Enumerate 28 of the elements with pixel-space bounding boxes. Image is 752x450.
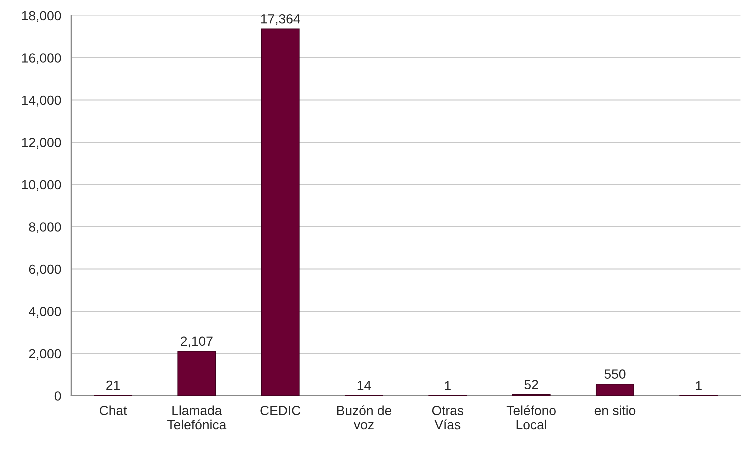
x-tick-label: Buzón de voz [337,406,392,430]
y-tick-label: 18,000 [22,11,62,22]
bar [178,351,216,396]
y-tick-label: 4,000 [29,307,62,318]
x-tick-label: en sitio [594,406,636,416]
x-tick-label: Otras Vías [432,406,464,430]
y-tick-label: 14,000 [22,96,62,107]
data-label: 550 [604,370,626,379]
bar [596,384,634,396]
data-label: 1 [445,381,451,390]
bar [261,28,300,396]
y-tick-label: 16,000 [22,54,62,64]
y-tick-label: 12,000 [22,138,62,149]
y-tick-label: 8,000 [29,222,62,234]
x-tick-label: CEDIC [260,406,301,416]
data-label: 14 [358,381,372,390]
data-label: 17,364 [261,14,300,26]
y-tick-label: 6,000 [29,264,62,276]
x-tick-label: Teléfono Local [506,406,556,430]
data-label: 2,107 [181,336,213,348]
data-label: 52 [524,380,538,390]
data-label: 1 [696,381,702,390]
data-label: 21 [106,380,120,390]
y-tick-label: 10,000 [22,180,62,192]
y-tick-label: 0 [54,392,62,401]
x-tick-label: Chat [100,406,128,416]
y-tick-label: 2,000 [29,349,62,360]
x-tick-label: Llamada Telefónica [168,406,227,430]
